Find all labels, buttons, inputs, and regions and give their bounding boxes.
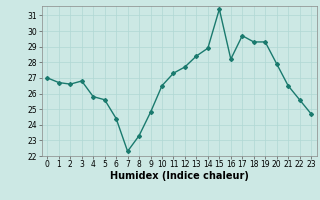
X-axis label: Humidex (Indice chaleur): Humidex (Indice chaleur) xyxy=(110,171,249,181)
